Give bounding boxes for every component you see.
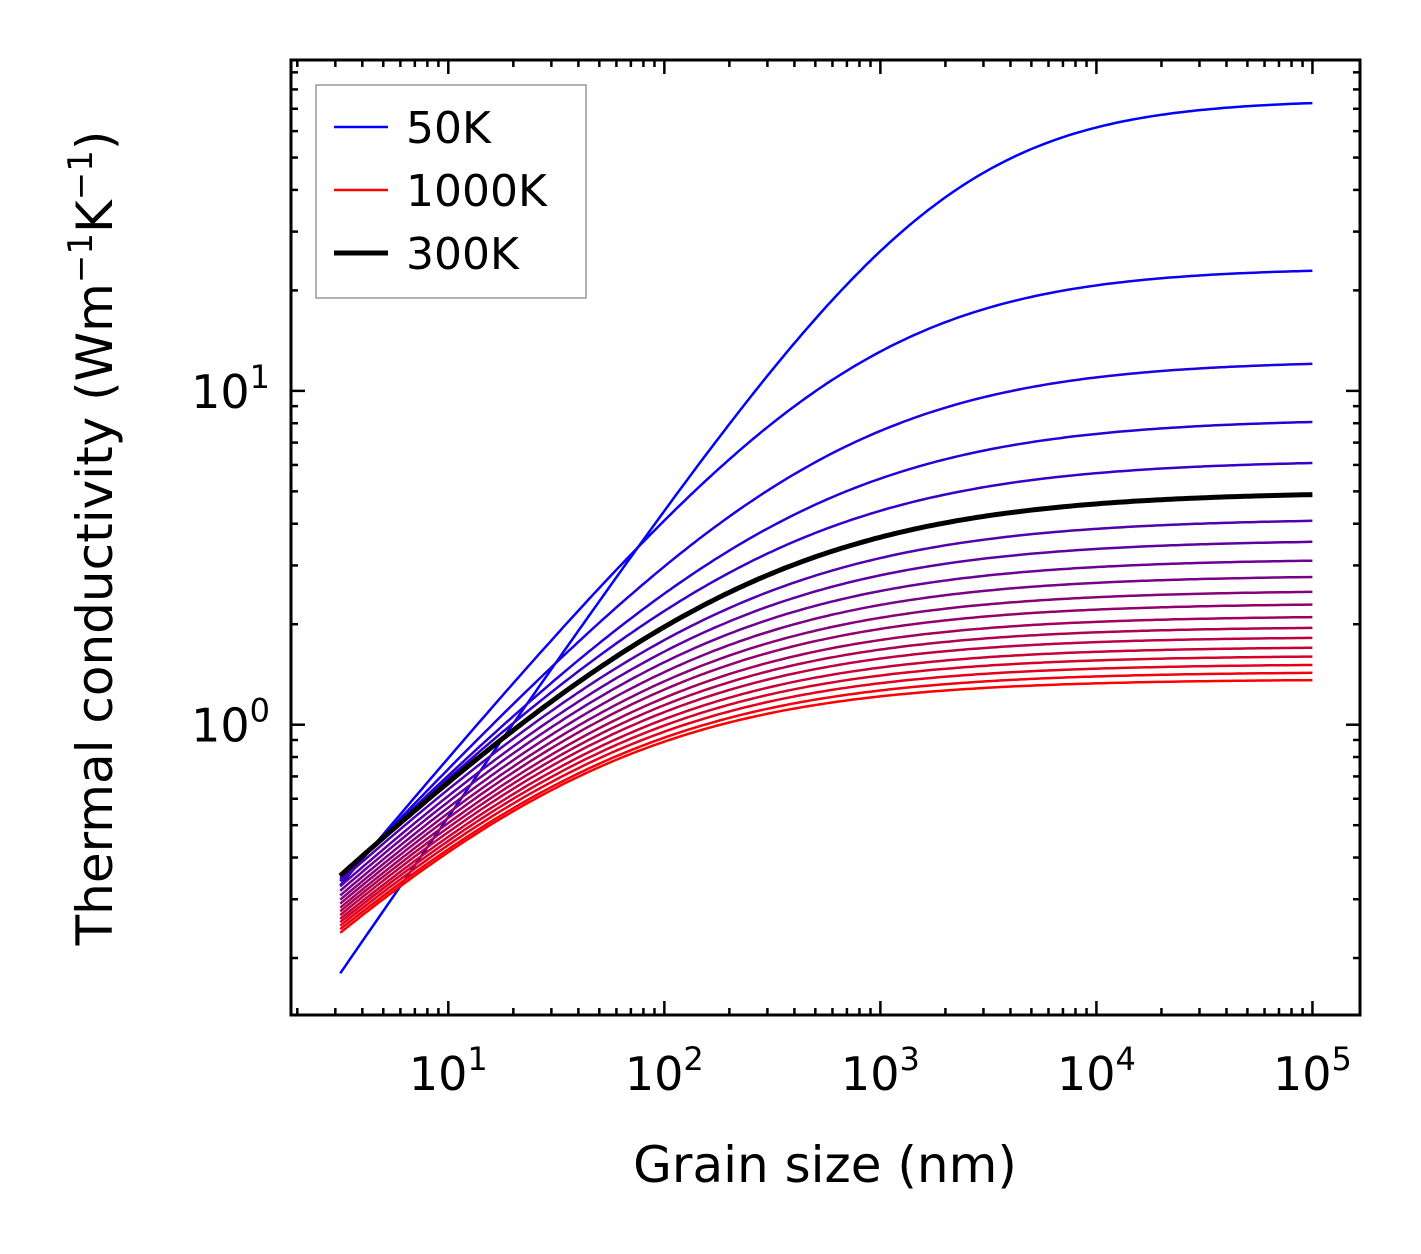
y-tick-label: 101 — [191, 358, 270, 419]
tick-base: 10 — [841, 1047, 900, 1101]
tick-exponent: 4 — [1116, 1040, 1136, 1078]
tick-exponent: 0 — [250, 692, 270, 730]
y-label-main: Thermal conductivity (Wm — [66, 283, 124, 946]
tick-exponent: 5 — [1332, 1040, 1352, 1078]
tick-base: 10 — [409, 1047, 468, 1101]
legend: 50K 1000K 300K — [315, 84, 587, 299]
series-line-900k — [339, 663, 1313, 927]
legend-label-300k: 300K — [406, 229, 520, 280]
y-label-mid: K — [66, 199, 124, 233]
tick-base: 10 — [191, 365, 250, 419]
y-label-end: ) — [66, 131, 124, 151]
series-line-950k — [339, 671, 1313, 931]
series-line-800k — [339, 646, 1313, 920]
series-line-750k — [339, 636, 1313, 917]
x-tick-label: 102 — [625, 1040, 704, 1101]
tick-base: 10 — [1057, 1047, 1116, 1101]
legend-label-50k: 50K — [406, 103, 492, 154]
series-line-600k — [339, 603, 1313, 905]
series-line-400k — [339, 540, 1313, 888]
x-tick-label: 104 — [1057, 1040, 1136, 1101]
x-tick-label: 101 — [409, 1040, 488, 1101]
series-line-300k — [338, 492, 1313, 878]
x-tick-label: 103 — [841, 1040, 920, 1101]
series-line-1000k — [339, 678, 1313, 934]
series-line-650k — [339, 615, 1313, 909]
y-tick-label: 100 — [191, 692, 270, 753]
tick-exponent: 1 — [250, 358, 270, 396]
series-line-700k — [339, 626, 1313, 913]
x-axis-label: Grain size (nm) — [633, 1136, 1017, 1194]
y-label-sup1: −1 — [61, 233, 101, 283]
y-axis-label: Thermal conductivity (Wm−1K−1) — [61, 131, 124, 947]
series-line-550k — [339, 590, 1313, 901]
plot-frame — [289, 58, 1362, 1017]
legend-label-1000k: 1000K — [406, 166, 548, 217]
tick-exponent: 3 — [899, 1040, 919, 1078]
series-line-250k — [339, 461, 1313, 878]
tick-base: 10 — [1273, 1047, 1332, 1101]
series-line-350k — [339, 519, 1313, 883]
series-line-500k — [339, 575, 1313, 897]
y-label-sup2: −1 — [61, 150, 101, 200]
tick-base: 10 — [625, 1047, 684, 1101]
x-tick-label: 105 — [1273, 1040, 1352, 1101]
legend-box — [315, 84, 587, 299]
tick-base: 10 — [191, 699, 250, 753]
series-line-100k — [339, 269, 1313, 887]
series-line-450k — [339, 559, 1313, 892]
tick-exponent: 2 — [683, 1040, 703, 1078]
tick-exponent: 1 — [467, 1040, 487, 1078]
series-line-200k — [339, 420, 1313, 880]
series-line-150k — [339, 362, 1313, 882]
series-layer — [338, 101, 1313, 975]
series-line-850k — [339, 655, 1313, 924]
